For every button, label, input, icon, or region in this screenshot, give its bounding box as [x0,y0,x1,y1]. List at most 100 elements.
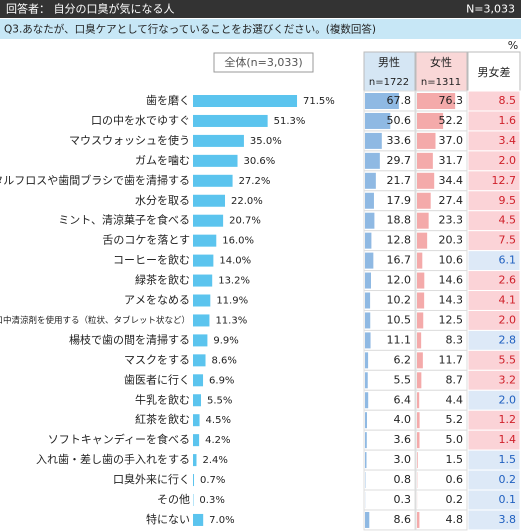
bar [193,214,224,227]
cell-value: 5.5 [394,373,412,386]
cell-bar [365,352,369,369]
bar [193,154,238,167]
cell-bar [417,112,444,129]
bar [193,234,217,247]
category-label: コーヒーを飲む [113,253,190,267]
column-n: n=1722 [369,77,409,88]
diff-value: 12.7 [492,174,517,187]
cell-value: 29.7 [387,154,412,167]
diff-value: 3.8 [499,513,517,526]
cell-bar [417,332,422,349]
column-header: 男女差 [478,65,511,79]
value-label: 30.6% [244,156,276,167]
diff-value: 8.5 [499,94,517,107]
category-label: ミント、清涼菓子を食べる [58,213,190,227]
cell-value: 34.4 [439,174,464,187]
bar [193,394,202,407]
cell-bar [417,412,420,429]
bar [193,95,298,107]
value-label: 0.7% [200,475,225,486]
column-header-bg [415,51,468,95]
column-header-bg [363,51,416,95]
value-label: 4.2% [205,435,230,446]
cell-bar [417,252,423,269]
diff-value: 1.6 [499,114,517,127]
value-label: 11.9% [216,296,248,307]
value-label: 11.3% [215,315,247,326]
cell-bar [417,432,420,449]
cell-value: 6.2 [394,353,412,366]
cell-value: 0.3 [394,493,412,506]
cell-value: 21.7 [387,174,412,187]
cell-bar [365,452,367,469]
cell-value: 4.0 [394,413,412,426]
cell-bar [365,192,374,209]
cell-value: 8.7 [446,373,464,386]
bar [193,474,195,487]
cell-bar [417,172,435,189]
diff-cell [467,509,521,531]
cell-value: 14.3 [439,294,464,307]
cell-value: 0.8 [394,473,412,486]
legend-box [213,52,314,73]
sample-size: N=3,033 [466,3,515,16]
value-label: 20.7% [229,216,261,227]
category-label: 緑茶を飲む [135,273,190,287]
diff-value: 0.2 [499,473,517,486]
bar [193,513,204,526]
category-label: 牛乳を飲む [135,392,190,406]
cell-value: 3.0 [394,453,412,466]
cell-bar [365,212,375,229]
category-label: ガムを噛む [135,153,190,167]
bar [193,174,233,187]
category-label: 水分を取る [135,194,190,207]
cell-bar [365,392,369,409]
diff-value: 6.1 [499,254,517,267]
value-label: 13.2% [218,276,250,287]
cell-value: 17.9 [387,194,412,207]
category-label: 口の中を水でゆすぐ [91,114,190,127]
cell-bar [365,152,380,169]
cell-bar [365,93,399,109]
cell-value: 76.3 [439,94,464,107]
bar [193,134,244,147]
cell-value: 11.7 [439,353,464,366]
diff-value: 4.5 [499,214,517,227]
value-label: 22.0% [231,196,263,207]
legend-label: 全体(n=3,033) [224,55,302,69]
bar [193,434,200,447]
value-label: 16.0% [222,236,254,247]
category-label: 口中清涼剤を使用する（粒状、タブレット状など） [0,315,190,326]
column-header: 女性 [430,55,452,69]
cell-value: 33.6 [387,134,412,147]
category-label: マスクをする [124,353,190,366]
cell-value: 8.6 [394,513,412,526]
cell-bar [365,232,372,249]
cell-bar [417,272,425,289]
cell-bar [365,292,371,309]
cell-bar [417,312,424,329]
value-label: 4.5% [206,415,231,426]
category-label: アメをなめる [124,294,190,307]
category-label: マウスウォッシュを使う [69,134,190,147]
cell-value: 10.2 [387,294,412,307]
cell-bar [365,132,382,149]
diff-value: 1.2 [499,413,517,426]
cell-value: 0.6 [446,473,464,486]
value-label: 35.0% [250,136,282,147]
cell-bar [365,172,376,189]
category-label: 歯を磨く [146,94,190,107]
cell-value: 6.4 [394,393,412,406]
cell-value: 5.0 [446,433,464,446]
bar [193,194,226,207]
value-label: 14.0% [219,256,251,267]
diff-value: 2.8 [499,333,517,346]
column-header-bg [467,51,521,95]
bar [193,314,210,327]
cell-value: 20.3 [439,234,464,247]
bar [193,294,211,307]
cell-value: 18.8 [387,214,412,227]
cell-value: 23.3 [439,214,464,227]
diff-value: 2.0 [499,313,517,326]
cell-value: 12.8 [387,234,412,247]
